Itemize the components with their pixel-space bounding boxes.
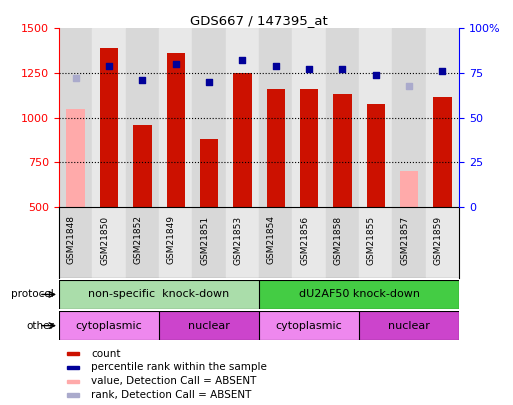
Bar	[226, 28, 259, 207]
Point	[138, 77, 146, 83]
Text: GSM21856: GSM21856	[300, 215, 309, 264]
Bar	[133, 125, 151, 207]
Bar	[159, 207, 192, 278]
Text: GSM21857: GSM21857	[400, 215, 409, 264]
Text: GSM21848: GSM21848	[67, 215, 76, 264]
Bar	[192, 207, 226, 278]
Point	[371, 72, 380, 78]
Bar	[326, 28, 359, 207]
Text: cytoplasmic: cytoplasmic	[75, 321, 143, 330]
Point	[338, 66, 346, 72]
Text: GSM21859: GSM21859	[433, 215, 442, 264]
Text: GSM21853: GSM21853	[233, 215, 242, 264]
Text: other: other	[26, 321, 54, 330]
Bar	[226, 207, 259, 278]
Text: rank, Detection Call = ABSENT: rank, Detection Call = ABSENT	[91, 390, 251, 400]
Point	[405, 82, 413, 89]
Bar	[400, 171, 418, 207]
Text: protocol: protocol	[11, 290, 54, 299]
Bar	[67, 366, 79, 369]
Bar	[433, 97, 451, 207]
Bar	[159, 311, 259, 340]
Bar	[367, 104, 385, 207]
Text: nuclear: nuclear	[388, 321, 430, 330]
Bar	[159, 28, 192, 207]
Text: GSM21858: GSM21858	[333, 215, 343, 264]
Bar	[92, 28, 126, 207]
Point	[105, 63, 113, 69]
Bar	[167, 53, 185, 207]
Bar	[267, 89, 285, 207]
Bar	[359, 311, 459, 340]
Bar	[67, 393, 79, 396]
Bar	[200, 139, 218, 207]
Bar	[326, 207, 359, 278]
Bar	[126, 28, 159, 207]
Text: nuclear: nuclear	[188, 321, 230, 330]
Bar	[92, 207, 126, 278]
Bar	[259, 28, 292, 207]
Bar	[59, 280, 259, 309]
Bar	[59, 311, 159, 340]
Bar	[392, 207, 426, 278]
Point	[171, 61, 180, 67]
Text: GSM21852: GSM21852	[133, 215, 143, 264]
Text: non-specific  knock-down: non-specific knock-down	[88, 290, 230, 299]
Text: GSM21849: GSM21849	[167, 215, 175, 264]
Point	[71, 75, 80, 81]
Text: percentile rank within the sample: percentile rank within the sample	[91, 362, 267, 372]
Text: GSM21850: GSM21850	[100, 215, 109, 264]
Bar	[67, 379, 79, 383]
Bar	[426, 207, 459, 278]
Text: count: count	[91, 349, 121, 358]
Bar	[259, 311, 359, 340]
Bar	[259, 207, 292, 278]
Bar	[426, 28, 459, 207]
Point	[271, 63, 280, 69]
Point	[205, 79, 213, 85]
Bar	[59, 28, 92, 207]
Bar	[59, 207, 92, 278]
Title: GDS667 / 147395_at: GDS667 / 147395_at	[190, 14, 328, 27]
Bar	[233, 73, 251, 207]
Text: GSM21855: GSM21855	[367, 215, 376, 264]
Text: dU2AF50 knock-down: dU2AF50 knock-down	[299, 290, 420, 299]
Bar	[100, 48, 118, 207]
Bar	[333, 94, 351, 207]
Point	[305, 66, 313, 72]
Bar	[126, 207, 159, 278]
Bar	[192, 28, 226, 207]
Bar	[259, 280, 459, 309]
Bar	[67, 352, 79, 355]
Point	[438, 68, 446, 75]
Text: GSM21854: GSM21854	[267, 215, 276, 264]
Bar	[359, 28, 392, 207]
Text: value, Detection Call = ABSENT: value, Detection Call = ABSENT	[91, 376, 256, 386]
Bar	[300, 89, 318, 207]
Bar	[67, 109, 85, 207]
Bar	[359, 207, 392, 278]
Bar	[292, 28, 326, 207]
Bar	[292, 207, 326, 278]
Bar	[392, 28, 426, 207]
Text: cytoplasmic: cytoplasmic	[275, 321, 343, 330]
Text: GSM21851: GSM21851	[200, 215, 209, 264]
Point	[238, 57, 246, 64]
